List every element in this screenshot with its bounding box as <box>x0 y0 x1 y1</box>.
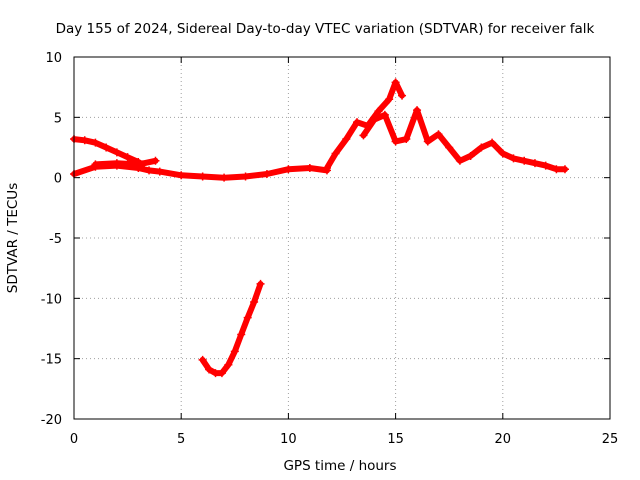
series-6 <box>198 279 265 378</box>
data-point <box>498 149 507 158</box>
data-point <box>322 164 331 173</box>
data-point <box>112 148 121 157</box>
data-points <box>70 78 569 378</box>
data-point <box>284 165 293 174</box>
data-point <box>445 143 454 152</box>
data-point <box>342 135 351 144</box>
data-point <box>374 107 383 116</box>
data-point <box>123 153 132 162</box>
data-point <box>370 115 379 124</box>
data-point <box>112 159 121 168</box>
y-tick-label: -5 <box>49 232 62 247</box>
data-point <box>102 143 111 152</box>
y-tick-label: 5 <box>54 111 62 126</box>
x-axis-label: GPS time / hours <box>283 458 396 474</box>
data-point <box>423 137 432 146</box>
data-point <box>230 347 239 356</box>
data-point <box>509 154 518 163</box>
data-point <box>391 78 400 87</box>
data-point <box>398 91 407 100</box>
data-point <box>237 330 246 339</box>
data-point <box>217 369 226 378</box>
data-point <box>385 95 394 104</box>
data-point <box>402 135 411 144</box>
data-point <box>243 313 252 322</box>
data-point <box>434 130 443 139</box>
data-point <box>305 164 314 173</box>
data-point <box>455 156 464 165</box>
data-point <box>541 161 550 170</box>
x-tick-label: 0 <box>70 432 78 447</box>
y-tick-label: -20 <box>41 413 62 428</box>
data-point <box>241 172 250 181</box>
data-point <box>177 171 186 180</box>
y-axis-label: SDTVAR / TECUs <box>5 183 21 293</box>
y-tick-label: -10 <box>41 292 62 307</box>
data-point <box>205 365 214 374</box>
data-point <box>413 106 422 115</box>
data-point <box>488 138 497 147</box>
data-point <box>359 131 368 140</box>
series-4 <box>322 78 407 173</box>
series-band <box>92 157 159 168</box>
series-band <box>199 280 264 377</box>
y-tick-label: 0 <box>54 172 62 187</box>
data-point <box>198 355 207 364</box>
data-point <box>466 151 475 160</box>
data-point <box>198 172 207 181</box>
grid-lines <box>74 57 610 419</box>
y-tick-label: 10 <box>45 51 62 66</box>
data-point <box>91 138 100 147</box>
data-point <box>224 360 233 369</box>
series-5 <box>359 106 569 174</box>
x-tick-label: 5 <box>177 432 185 447</box>
data-point <box>552 165 561 174</box>
data-point <box>477 143 486 152</box>
data-point <box>256 279 265 288</box>
x-ticks: 0 5 10 15 20 25 <box>70 57 618 447</box>
data-point <box>220 173 229 182</box>
x-tick-label: 20 <box>495 432 512 447</box>
data-point <box>353 118 362 127</box>
data-point <box>520 156 529 165</box>
data-point <box>262 170 271 179</box>
x-tick-label: 10 <box>280 432 297 447</box>
series-3 <box>91 156 160 169</box>
data-point <box>145 166 154 175</box>
data-point <box>155 167 164 176</box>
y-tick-label: -15 <box>41 353 62 368</box>
data-point <box>391 137 400 146</box>
data-point <box>560 165 569 174</box>
data-point <box>250 297 259 306</box>
chart-title: Day 155 of 2024, Sidereal Day-to-day VTE… <box>56 21 595 37</box>
x-tick-label: 15 <box>387 432 404 447</box>
x-tick-label: 25 <box>602 432 619 447</box>
data-point <box>380 110 389 119</box>
data-point <box>331 149 340 158</box>
data-point <box>134 160 143 169</box>
data-point <box>91 160 100 169</box>
data-point <box>151 156 160 165</box>
y-ticks: -20 -15 -10 -5 0 5 10 <box>41 51 610 428</box>
data-point <box>530 159 539 168</box>
data-point <box>80 136 89 145</box>
